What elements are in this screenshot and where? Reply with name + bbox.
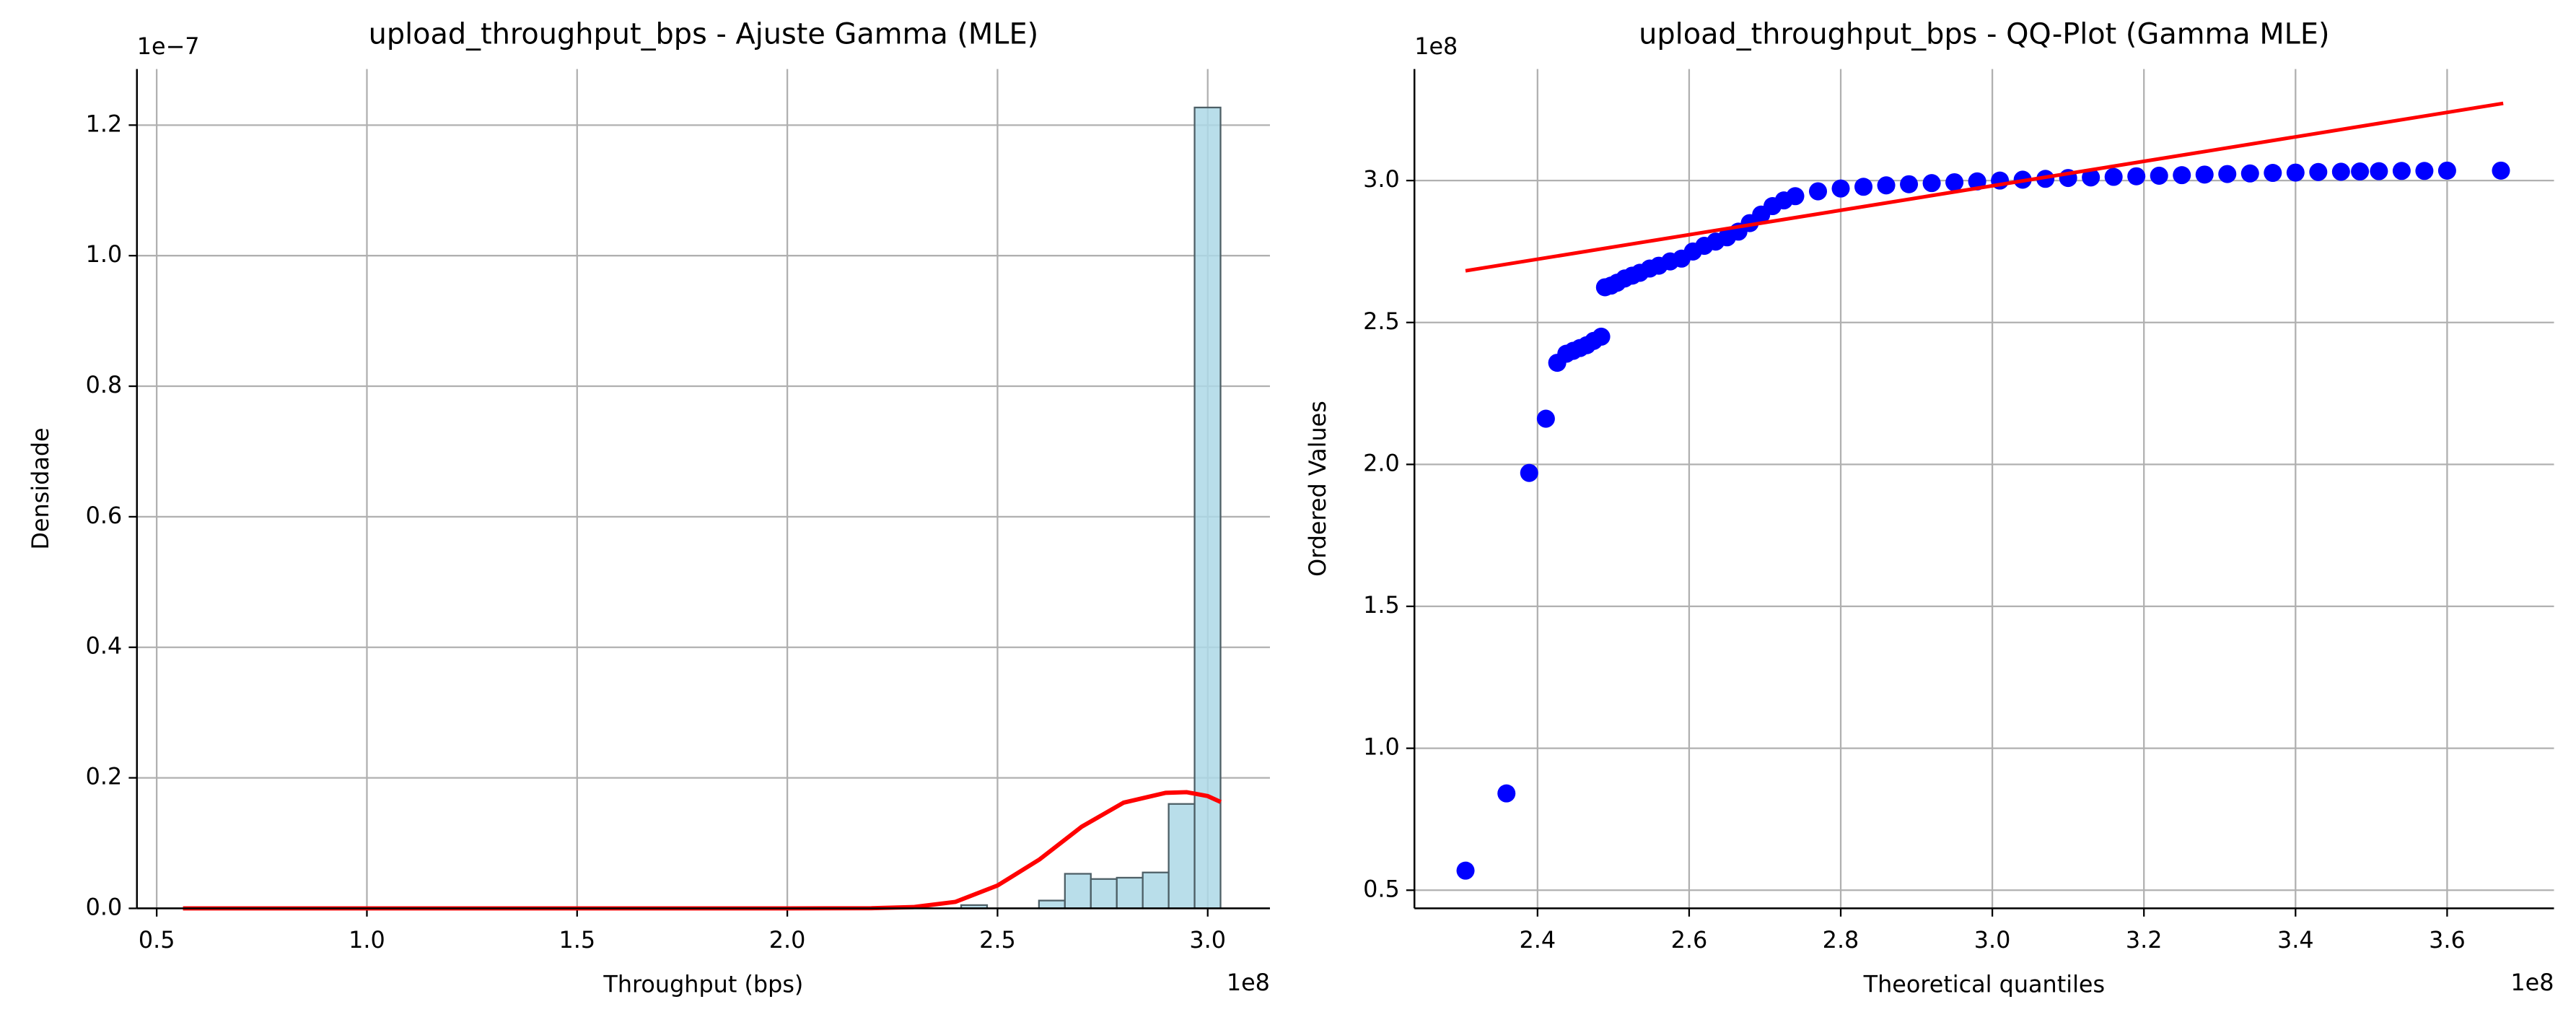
x-tick-label: 1.0: [349, 926, 385, 954]
point: [1456, 861, 1475, 880]
point: [1536, 409, 1555, 428]
point: [2309, 162, 2328, 181]
y-tick-label: 1.5: [1363, 591, 1400, 619]
bar: [1167, 803, 1196, 910]
point: [2127, 167, 2146, 186]
x-tick-label: 3.0: [1974, 926, 2011, 954]
point: [1786, 187, 1805, 206]
point: [2104, 167, 2123, 186]
y-tick-label: 1.0: [1363, 733, 1400, 761]
x-tick-label: 2.5: [979, 926, 1016, 954]
point: [2351, 162, 2370, 181]
point: [1877, 176, 1896, 195]
y-tick-label: 0.8: [86, 371, 123, 398]
point: [2082, 168, 2100, 187]
point: [1854, 178, 1873, 196]
point: [1808, 182, 1828, 201]
bar: [1090, 878, 1118, 910]
x-tick-label: 0.5: [139, 926, 175, 954]
point: [1520, 463, 1538, 482]
x-tick-label: 3.0: [1189, 926, 1226, 954]
y-axis-label: Densidade: [27, 427, 54, 549]
x-tick-label: 3.2: [2126, 926, 2163, 954]
point: [2437, 161, 2456, 180]
y-tick-label: 1.0: [86, 240, 123, 268]
y-axis-label: Ordered Values: [1304, 401, 1331, 577]
point: [2392, 162, 2411, 180]
point: [2150, 166, 2168, 185]
point: [2240, 164, 2259, 183]
point: [1900, 175, 1919, 193]
y-offset-label: 1e−7: [137, 32, 200, 60]
y-tick-label: 0.5: [1363, 875, 1400, 902]
point: [1497, 784, 1516, 803]
fit-line: [1465, 101, 2504, 273]
chart-title: upload_throughput_bps - QQ-Plot (Gamma M…: [1639, 18, 2329, 51]
x-offset-label: 1e8: [1227, 969, 1270, 996]
x-tick-label: 2.8: [1823, 926, 1859, 954]
point: [2264, 163, 2282, 183]
point: [1945, 173, 1964, 192]
bar: [1142, 871, 1170, 910]
point: [2331, 162, 2350, 181]
point: [1831, 179, 1850, 198]
axes: 0.5 1.0 1.5 2.0 2.5 3.0 0.0 0.2 0.4 0.6 0.8 1.0 1.2 u…: [27, 18, 1270, 998]
y-tick-label: 1.2: [86, 110, 123, 137]
y-tick-label: 3.0: [1363, 165, 1400, 193]
y-tick-label: 2.5: [1363, 308, 1400, 335]
x-tick-label: 2.4: [1519, 926, 1556, 954]
bar: [1193, 106, 1222, 910]
y-tick-label: 0.4: [86, 632, 123, 660]
y-tick-label: 0.2: [86, 763, 123, 790]
axes: 2.4 2.6 2.8 3.0 3.2 3.4 3.6 0.5 1.0 1.5 2.0 2.5 3.0 u…: [1304, 18, 2554, 998]
point: [1592, 327, 1611, 346]
point: [2218, 165, 2237, 183]
x-tick-label: 1.5: [558, 926, 595, 954]
y-offset-label: 1e8: [1414, 32, 1458, 60]
point: [2415, 162, 2434, 180]
x-axis-label: Theoretical quantiles: [1863, 970, 2105, 998]
point: [2173, 166, 2191, 185]
bar: [1038, 899, 1066, 910]
x-tick-label: 2.0: [769, 926, 806, 954]
bar: [1116, 876, 1144, 910]
x-axis-label: Throughput (bps): [603, 970, 803, 998]
point: [2195, 165, 2214, 184]
x-tick-label: 2.6: [1671, 926, 1708, 954]
point: [2492, 161, 2510, 180]
chart-title: upload_throughput_bps - Ajuste Gamma (ML…: [369, 18, 1039, 51]
y-tick-label: 0.6: [86, 502, 123, 529]
x-offset-label: 1e8: [2510, 969, 2554, 996]
x-tick-label: 3.4: [2277, 926, 2314, 954]
point: [2370, 162, 2388, 180]
bar: [1064, 873, 1092, 910]
x-tick-label: 3.6: [2429, 926, 2466, 954]
y-tick-label: 2.0: [1363, 449, 1400, 476]
point: [2286, 163, 2305, 182]
point: [1922, 174, 1941, 193]
y-tick-label: 0.0: [86, 893, 123, 920]
